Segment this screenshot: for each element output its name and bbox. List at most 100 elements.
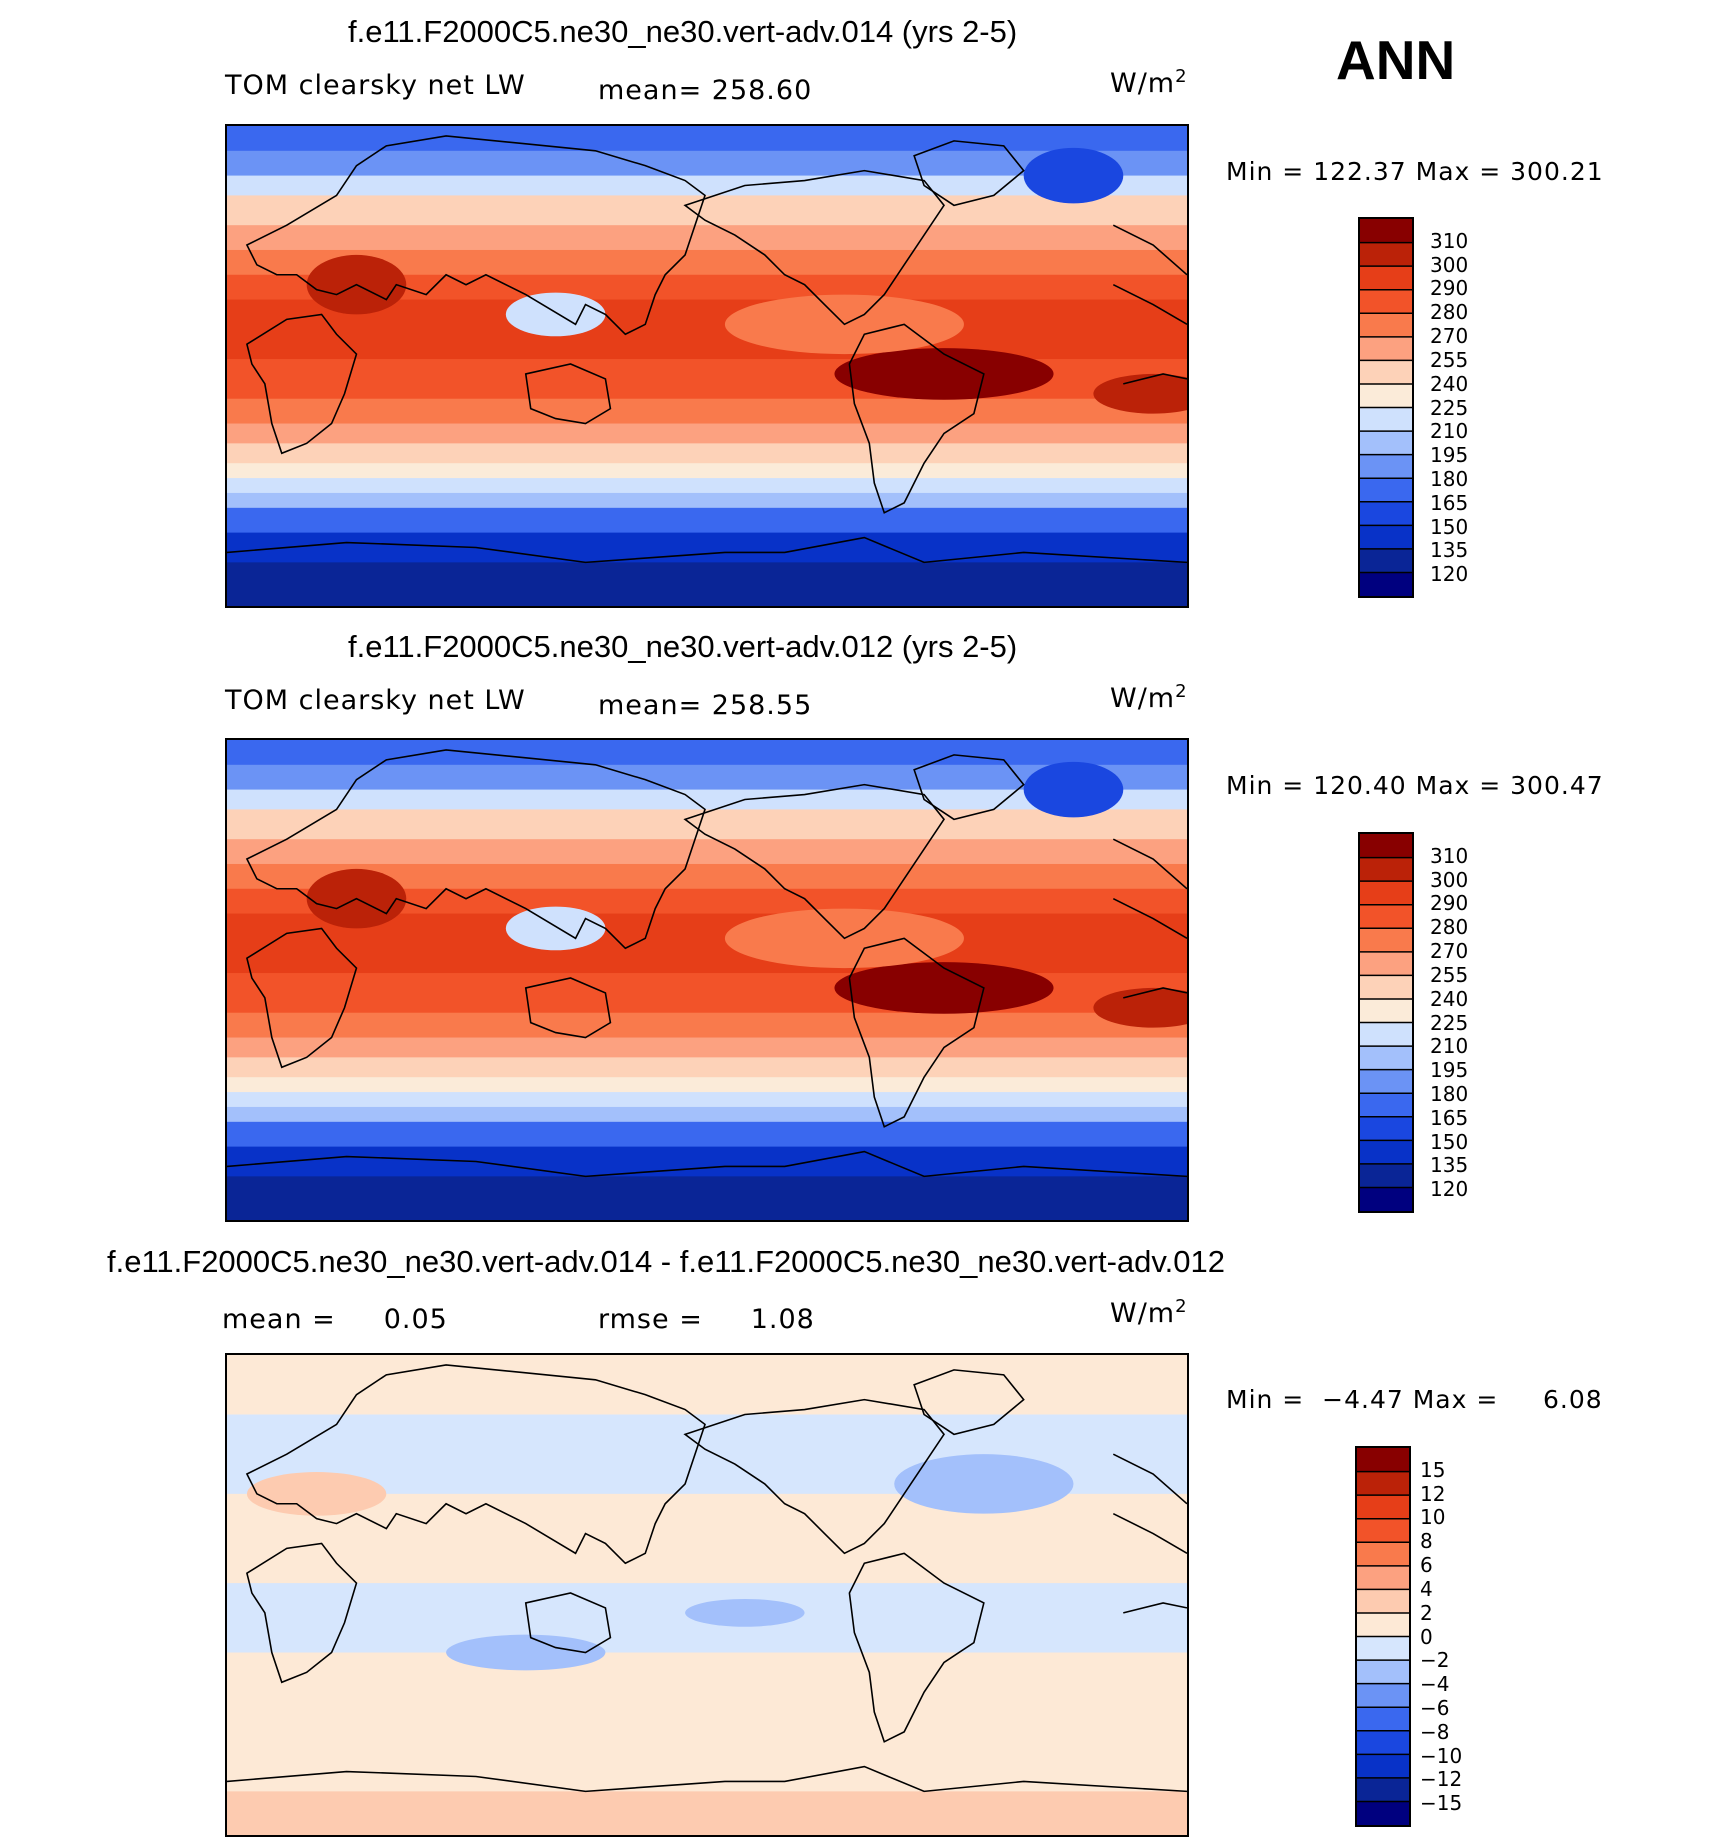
coastline xyxy=(913,140,1025,207)
colorbar-box xyxy=(1360,1187,1412,1211)
colorbar-level-label: −6 xyxy=(1420,1695,1450,1720)
colorbar-box xyxy=(1357,1589,1409,1614)
colorbar-box xyxy=(1357,1730,1409,1755)
field-band xyxy=(227,1012,1187,1039)
colorbar-level-label: 180 xyxy=(1430,466,1469,491)
field-band xyxy=(227,789,1187,811)
colorbar-box xyxy=(1360,360,1412,385)
colorbar-box xyxy=(1360,289,1412,314)
colorbar-box xyxy=(1360,501,1412,526)
coastline xyxy=(848,323,985,514)
field-band xyxy=(227,1652,1187,1733)
colorbar-level-label: 195 xyxy=(1430,1058,1469,1083)
field-feature xyxy=(824,1811,1024,1835)
colorbar-level-label: 120 xyxy=(1430,1177,1469,1202)
colorbar-level-label: 270 xyxy=(1430,939,1469,964)
colorbar-level-label: −12 xyxy=(1420,1767,1463,1792)
field-band xyxy=(227,1092,1187,1108)
coastline xyxy=(683,1398,945,1555)
colorbar-box xyxy=(1360,881,1412,906)
colorbar-level-label: −2 xyxy=(1420,1648,1450,1673)
colorbar-box xyxy=(1357,1448,1409,1473)
panel3-map xyxy=(225,1353,1189,1837)
panel2-colorbar xyxy=(1358,832,1414,1213)
colorbar-level-label: 240 xyxy=(1430,986,1469,1011)
colorbar-level-label: 165 xyxy=(1430,1105,1469,1130)
panel1-map xyxy=(225,124,1189,608)
colorbar-box xyxy=(1360,478,1412,503)
colorbar-level-label: 10 xyxy=(1420,1505,1446,1530)
coastline xyxy=(1112,224,1187,276)
coastline xyxy=(913,1369,1025,1436)
colorbar-level-label: 0 xyxy=(1420,1624,1433,1649)
panel3-mean: mean = 0.05 xyxy=(222,1304,448,1335)
colorbar-level-label: 255 xyxy=(1430,347,1469,372)
colorbar-level-label: −10 xyxy=(1420,1743,1463,1768)
coastline xyxy=(227,1150,1187,1178)
panel2-case-title: f.e11.F2000C5.ne30_ne30.vert-adv.012 (yr… xyxy=(348,629,1018,664)
colorbar-box xyxy=(1357,1471,1409,1496)
colorbar-box xyxy=(1360,975,1412,1000)
coastline xyxy=(246,1542,358,1684)
colorbar-level-label: 180 xyxy=(1430,1081,1469,1106)
coastline xyxy=(1112,283,1187,326)
colorbar-level-label: 4 xyxy=(1420,1576,1433,1601)
colorbar-box xyxy=(1360,1069,1412,1094)
colorbar-level-label: 240 xyxy=(1430,371,1469,396)
colorbar-box xyxy=(1360,1116,1412,1141)
colorbar-level-label: 6 xyxy=(1420,1553,1433,1578)
colorbar-box xyxy=(1357,1612,1409,1637)
colorbar-level-label: 210 xyxy=(1430,1034,1469,1059)
colorbar-box xyxy=(1360,1093,1412,1118)
colorbar-box xyxy=(1360,313,1412,338)
panel1-mean: mean= 258.60 xyxy=(598,75,813,106)
panel2-mean: mean= 258.55 xyxy=(598,690,813,721)
colorbar-level-label: −8 xyxy=(1420,1719,1450,1744)
colorbar-box xyxy=(1360,383,1412,408)
panel3-min-max: Min = −4.47 Max = 6.08 xyxy=(1226,1385,1603,1414)
colorbar-level-label: 12 xyxy=(1420,1481,1446,1506)
coastline xyxy=(848,937,985,1128)
panel1-units: W/m2 xyxy=(1110,66,1188,99)
colorbar-level-label: 210 xyxy=(1430,419,1469,444)
field-feature xyxy=(1023,761,1124,818)
colorbar-box xyxy=(1360,548,1412,573)
field-feature xyxy=(894,1454,1074,1514)
field-band xyxy=(227,1077,1187,1094)
field-band xyxy=(227,1176,1187,1220)
field-band xyxy=(227,839,1187,865)
colorbar-box xyxy=(1360,336,1412,361)
colorbar-box xyxy=(1360,1140,1412,1165)
panel3-case-title: f.e11.F2000C5.ne30_ne30.vert-adv.014 - f… xyxy=(107,1244,1225,1279)
colorbar-box xyxy=(1360,834,1412,859)
field-band xyxy=(227,225,1187,251)
field-band xyxy=(227,1037,1187,1059)
coastline xyxy=(524,977,612,1039)
colorbar-level-label: 280 xyxy=(1430,915,1469,940)
season-label: ANN xyxy=(1336,29,1456,91)
colorbar-box xyxy=(1360,525,1412,550)
field-band xyxy=(227,175,1187,197)
colorbar-level-label: 2 xyxy=(1420,1600,1433,1625)
field-feature xyxy=(834,962,1054,1014)
panel2-units: W/m2 xyxy=(1110,681,1188,714)
colorbar-box xyxy=(1360,454,1412,479)
colorbar-box xyxy=(1360,431,1412,456)
field-band xyxy=(227,1355,1187,1416)
colorbar-box xyxy=(1357,1801,1409,1825)
coastline xyxy=(524,363,612,425)
field-feature xyxy=(246,1472,387,1516)
coastline xyxy=(245,135,706,336)
colorbar-box xyxy=(1360,407,1412,432)
field-feature xyxy=(505,906,606,951)
colorbar-level-label: 165 xyxy=(1430,490,1469,515)
colorbar-box xyxy=(1357,1660,1409,1685)
colorbar-box xyxy=(1360,1022,1412,1047)
field-band xyxy=(227,492,1187,509)
colorbar-level-label: −15 xyxy=(1420,1791,1463,1816)
colorbar-box xyxy=(1360,266,1412,291)
coastline xyxy=(245,749,706,950)
field-band xyxy=(227,913,1187,975)
field-band xyxy=(227,1791,1187,1835)
colorbar-box xyxy=(1360,1163,1412,1188)
